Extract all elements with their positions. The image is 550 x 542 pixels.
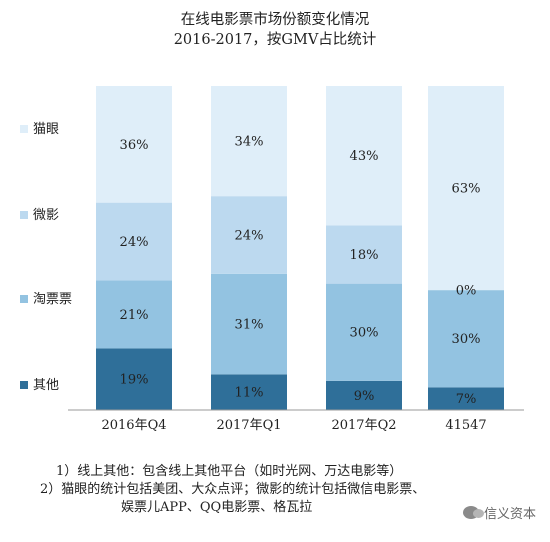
watermark-text: 信义资本 <box>483 507 536 522</box>
chart-subtitle: 2016-2017，按GMV占比统计 <box>173 32 377 48</box>
bar-其他-0 <box>96 348 172 410</box>
bar-淘票票-3 <box>428 290 504 388</box>
chart-title: 在线电影票市场份额变化情况 <box>180 12 370 28</box>
data-label-猫眼-2: 43% <box>350 149 379 164</box>
x-tick-label-2: 2017年Q2 <box>331 418 396 433</box>
data-label-微影-1: 24% <box>235 229 264 244</box>
data-label-淘票票-0: 21% <box>120 308 149 323</box>
bar-其他-1 <box>211 374 287 410</box>
data-label-微影-0: 24% <box>120 235 149 250</box>
data-label-微影-2: 18% <box>350 248 379 263</box>
wechat-icon <box>462 506 484 519</box>
bar-微影-0 <box>96 202 172 281</box>
bar-淘票票-2 <box>326 283 402 381</box>
bar-其他-2 <box>326 380 402 410</box>
bar-微影-2 <box>326 225 402 284</box>
footnote-2: 2）猫眼的统计包括美团、大众点评；微影的统计包括微信电影票、 <box>40 482 426 497</box>
bar-淘票票-0 <box>96 280 172 349</box>
legend-label-微影: 微影 <box>33 208 59 223</box>
x-tick-labels-group: 2016年Q4 2017年Q1 2017年Q2 41547 <box>101 418 486 433</box>
stacked-bar-chart: 19% 21% 24% 36% 11% 31% 24% 34% 9% 30% 18% 43% 7% 30%… <box>20 86 524 433</box>
watermark: 信义资本 <box>462 503 536 522</box>
data-label-其他-0: 19% <box>120 373 149 388</box>
x-tick-label-3: 41547 <box>445 418 486 433</box>
data-label-其他-3: 7% <box>456 392 477 407</box>
data-label-猫眼-1: 34% <box>235 135 264 150</box>
data-label-淘票票-1: 31% <box>235 318 264 333</box>
bar-猫眼-1 <box>211 86 287 197</box>
data-label-猫眼-0: 36% <box>120 138 149 153</box>
bar-其他-3 <box>428 387 504 410</box>
data-label-其他-1: 11% <box>235 386 264 401</box>
data-label-猫眼-3: 63% <box>452 182 481 197</box>
bar-猫眼-2 <box>326 86 402 226</box>
bar-猫眼-3 <box>428 86 504 291</box>
bar-猫眼-0 <box>96 86 172 203</box>
legend-label-猫眼: 猫眼 <box>33 122 59 137</box>
data-labels-group: 19% 21% 24% 36% 11% 31% 24% 34% 9% 30% 18% 43% 7% 30%… <box>120 135 481 408</box>
legend-swatch-淘票票 <box>20 295 28 303</box>
legend-swatch-其他 <box>20 381 28 389</box>
legend-swatch-猫眼 <box>20 125 28 133</box>
bar-淘票票-1 <box>211 273 287 375</box>
bar-微影-1 <box>211 196 287 274</box>
x-tick-label-1: 2017年Q1 <box>216 418 281 433</box>
legend-label-其他: 其他 <box>33 378 59 393</box>
x-tick-label-0: 2016年Q4 <box>101 418 166 433</box>
bars-group <box>96 86 504 410</box>
legend-swatch-微影 <box>20 211 28 219</box>
data-label-淘票票-3: 30% <box>452 332 481 347</box>
data-label-淘票票-2: 30% <box>350 326 379 341</box>
footnote-3: 娱票儿APP、QQ电影票、格瓦拉 <box>121 500 313 515</box>
legend-label-淘票票: 淘票票 <box>33 292 72 307</box>
data-label-微影-3: 0% <box>456 284 477 299</box>
footnote-1: 1）线上其他：包含线上其他平台（如时光网、万达电影等） <box>56 464 403 479</box>
data-label-其他-2: 9% <box>354 389 375 404</box>
